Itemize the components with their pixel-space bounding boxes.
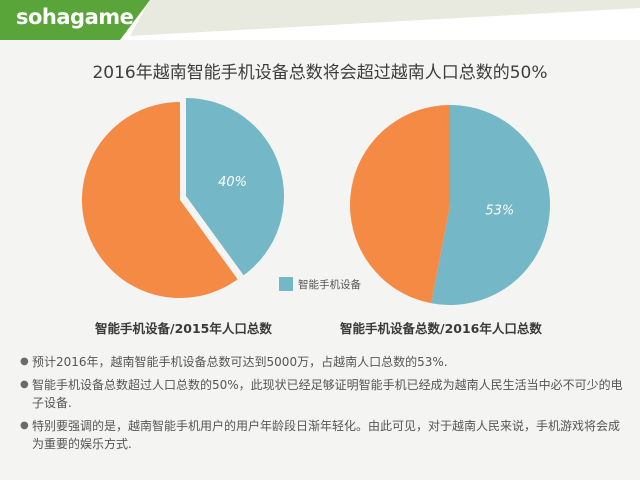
pie-slice (186, 98, 284, 276)
pie-charts: 40% 53% (81, 98, 550, 305)
bullet-item: ● 特别要强调的是，越南智能手机用户的用户年龄段日渐年轻化。由此可见，对于越南人… (20, 417, 625, 453)
header-banner-shape (0, 0, 640, 40)
pie-data-label: 40% (218, 175, 247, 190)
bullet-item: ● 智能手机设备总数超过人口总数的50%，此现状已经足够证明智能手机已经成为越南… (20, 376, 625, 412)
bullet-dot-icon: ● (20, 379, 29, 390)
chart-caption-left: 智能手机设备/2015年人口总数 (95, 321, 272, 336)
pie-slice (431, 105, 550, 305)
bullet-text: 预计2016年，越南智能手机设备总数可达到5000万，占越南人口总数的53%. (32, 355, 448, 369)
pie-slice (349, 105, 450, 304)
legend-swatch (279, 277, 293, 291)
legend-label: 智能手机设备 (298, 279, 361, 291)
bullet-text: 特别要强调的是，越南智能手机用户的用户年龄段日渐年轻化。由此可见，对于越南人民来… (32, 419, 621, 451)
logo-background (0, 0, 150, 40)
pie-slice (81, 102, 238, 298)
brand-logo: sohagame (16, 5, 134, 29)
bullet-dot-icon: ● (20, 356, 29, 367)
bullet-text: 智能手机设备总数超过人口总数的50%，此现状已经足够证明智能手机已经成为越南人民… (32, 378, 623, 410)
page-title: 2016年越南智能手机设备总数将会超过越南人口总数的50% (92, 63, 548, 83)
bullet-list: ● 预计2016年，越南智能手机设备总数可达到5000万，占越南人口总数的53%… (20, 353, 625, 458)
bullet-dot-icon: ● (20, 420, 29, 431)
pie-data-label: 53% (485, 204, 514, 219)
header-band (130, 0, 640, 36)
bullet-item: ● 预计2016年，越南智能手机设备总数可达到5000万，占越南人口总数的53%… (20, 353, 625, 371)
header-bar: sohagame (0, 0, 640, 40)
chart-caption-right: 智能手机设备总数/2016年人口总数 (340, 321, 542, 336)
